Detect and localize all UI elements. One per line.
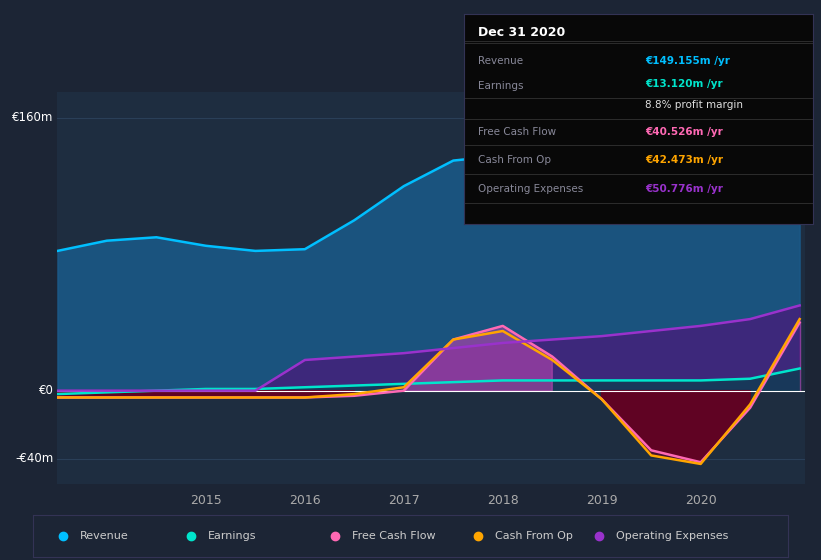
Text: Dec 31 2020: Dec 31 2020: [478, 26, 565, 39]
Text: Operating Expenses: Operating Expenses: [478, 184, 583, 194]
Text: €42.473m /yr: €42.473m /yr: [645, 155, 723, 165]
Text: €149.155m /yr: €149.155m /yr: [645, 56, 730, 66]
Text: Free Cash Flow: Free Cash Flow: [478, 127, 556, 137]
Text: Operating Expenses: Operating Expenses: [616, 531, 728, 541]
Text: Revenue: Revenue: [478, 56, 523, 66]
Text: -€40m: -€40m: [16, 452, 53, 465]
Text: €0: €0: [39, 384, 53, 397]
Text: Revenue: Revenue: [80, 531, 128, 541]
Text: Earnings: Earnings: [478, 81, 523, 91]
Text: Cash From Op: Cash From Op: [478, 155, 551, 165]
Text: Earnings: Earnings: [208, 531, 257, 541]
Text: €50.776m /yr: €50.776m /yr: [645, 184, 723, 194]
Text: Free Cash Flow: Free Cash Flow: [351, 531, 435, 541]
Text: Cash From Op: Cash From Op: [495, 531, 573, 541]
Text: €160m: €160m: [12, 111, 53, 124]
Text: €40.526m /yr: €40.526m /yr: [645, 127, 723, 137]
Text: €13.120m /yr: €13.120m /yr: [645, 80, 723, 90]
Text: 8.8% profit margin: 8.8% profit margin: [645, 100, 743, 110]
